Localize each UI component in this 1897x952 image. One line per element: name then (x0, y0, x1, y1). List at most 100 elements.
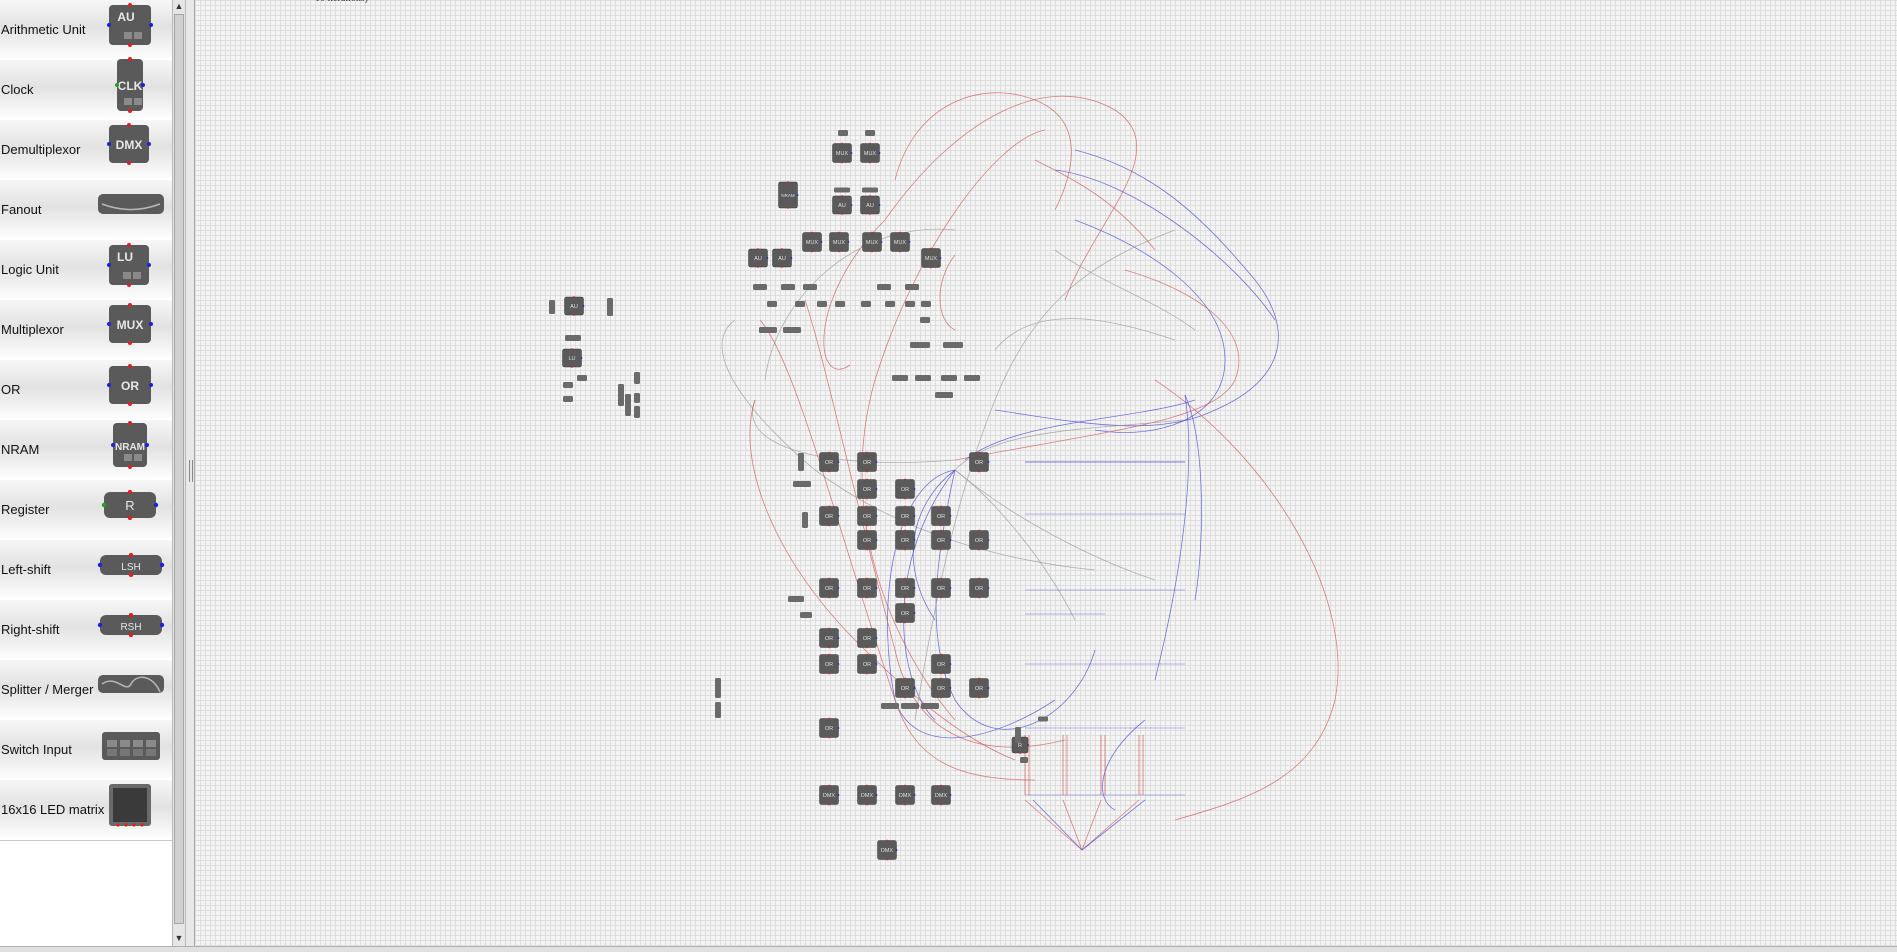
small-component[interactable] (892, 375, 908, 381)
component-or[interactable]: OR (857, 653, 878, 675)
small-component[interactable] (781, 284, 795, 290)
small-component[interactable] (767, 301, 777, 307)
small-component[interactable] (753, 284, 767, 290)
component-mux[interactable]: MUX (829, 231, 850, 253)
small-component[interactable] (881, 703, 899, 709)
palette-item-led[interactable]: 16x16 LED matrix (0, 780, 172, 841)
component-or[interactable]: OR (895, 577, 916, 599)
component-au[interactable]: AU (564, 296, 585, 316)
component-or[interactable]: OR (895, 505, 916, 527)
palette-item-lu[interactable]: Logic Unit LU (0, 240, 172, 301)
palette-item-clk[interactable]: Clock CLK (0, 57, 172, 121)
component-or[interactable]: OR (819, 627, 840, 649)
palette-item-nram[interactable]: NRAM NRAM (0, 420, 172, 481)
small-component[interactable] (905, 284, 919, 290)
component-or[interactable]: OR (857, 451, 878, 473)
small-component[interactable] (715, 702, 721, 718)
small-component[interactable] (802, 512, 808, 528)
palette-item-dmx[interactable]: Demultiplexor DMX (0, 120, 172, 181)
small-component[interactable] (759, 327, 777, 333)
small-component[interactable] (834, 187, 850, 193)
component-or[interactable]: OR (969, 451, 990, 473)
small-component[interactable] (788, 596, 804, 602)
small-component[interactable] (634, 406, 640, 418)
component-dmx[interactable]: DMX (877, 839, 898, 861)
palette-item-au[interactable]: Arithmetic Unit AU (0, 0, 172, 61)
circuit-canvas[interactable]: 10 iterations)" MUXMUXNRAMAUAUAUAUMUXMUX… (195, 0, 1897, 952)
small-component[interactable] (921, 703, 939, 709)
circuit-diagram[interactable]: MUX MUX NRAM AU AU AU AU MUX MUX MUX MUX MUX OR OR OR O… (195, 0, 1897, 946)
small-component[interactable] (1015, 727, 1021, 743)
small-component[interactable] (563, 382, 573, 388)
small-component[interactable] (625, 394, 631, 416)
component-or[interactable]: OR (895, 478, 916, 500)
component-or[interactable]: OR (931, 577, 952, 599)
small-component[interactable] (715, 678, 721, 698)
small-component[interactable] (1020, 757, 1028, 763)
component-or[interactable]: OR (857, 505, 878, 527)
component-or[interactable]: OR (857, 577, 878, 599)
components[interactable]: MUX MUX NRAM AU AU AU AU MUX MUX MUX MUX MUX OR OR OR O… (549, 130, 1048, 861)
component-mux[interactable]: MUX (890, 231, 911, 253)
component-or[interactable]: OR (931, 529, 952, 551)
scroll-thumb[interactable] (174, 14, 184, 924)
small-component[interactable] (618, 384, 624, 406)
component-or[interactable]: OR (857, 529, 878, 551)
scroll-down-arrow[interactable]: ▼ (174, 933, 184, 943)
small-component[interactable] (634, 372, 640, 384)
component-mux[interactable]: MUX (860, 142, 881, 164)
small-component[interactable] (964, 375, 980, 381)
component-dmx[interactable]: DMX (857, 784, 878, 806)
small-component[interactable] (798, 453, 804, 471)
component-or[interactable]: OR (931, 653, 952, 675)
palette-item-reg[interactable]: Register R (0, 480, 172, 541)
palette-scrollbar[interactable]: ▲ ▼ (172, 0, 186, 952)
small-component[interactable] (905, 301, 915, 307)
palette-item-lsh[interactable]: Left-shift LSH (0, 540, 172, 601)
small-component[interactable] (915, 375, 931, 381)
small-component[interactable] (577, 375, 587, 381)
small-component[interactable] (793, 481, 811, 487)
component-au[interactable]: AU (860, 195, 881, 215)
splitter-grip[interactable] (189, 460, 193, 482)
small-component[interactable] (838, 130, 848, 136)
small-component[interactable] (885, 301, 895, 307)
component-dmx[interactable]: DMX (895, 784, 916, 806)
small-component[interactable] (910, 342, 930, 348)
component-or[interactable]: OR (895, 602, 916, 624)
small-component[interactable] (920, 317, 930, 323)
component-au[interactable]: AU (772, 248, 793, 268)
palette-item-rsh[interactable]: Right-shift RSH (0, 600, 172, 661)
palette-item-mux[interactable]: Multiplexor MUX (0, 300, 172, 361)
component-or[interactable]: OR (895, 529, 916, 551)
component-or[interactable]: OR (819, 717, 840, 739)
small-component[interactable] (1038, 716, 1048, 722)
component-or[interactable]: OR (931, 505, 952, 527)
component-or[interactable]: OR (857, 478, 878, 500)
component-or[interactable]: OR (969, 577, 990, 599)
component-nram[interactable]: NRAM (778, 181, 799, 209)
component-or[interactable]: OR (819, 653, 840, 675)
component-or[interactable]: OR (857, 627, 878, 649)
component-dmx[interactable]: DMX (931, 784, 952, 806)
palette-item-split[interactable]: Splitter / Merger (0, 660, 172, 721)
small-component[interactable] (795, 301, 805, 307)
palette-item-or[interactable]: OR OR (0, 360, 172, 421)
small-component[interactable] (921, 301, 931, 307)
scroll-up-arrow[interactable]: ▲ (174, 1, 184, 11)
small-component[interactable] (877, 284, 891, 290)
small-component[interactable] (901, 703, 919, 709)
component-mux[interactable]: MUX (802, 231, 823, 253)
component-au[interactable]: AU (832, 195, 853, 215)
palette-item-switch[interactable]: Switch Input (0, 720, 172, 781)
component-lu[interactable]: LU (562, 348, 583, 368)
component-mux[interactable]: MUX (862, 231, 883, 253)
small-component[interactable] (935, 392, 953, 398)
component-au[interactable]: AU (748, 248, 769, 268)
small-component[interactable] (817, 301, 827, 307)
component-dmx[interactable]: DMX (819, 784, 840, 806)
small-component[interactable] (549, 300, 555, 314)
component-or[interactable]: OR (819, 451, 840, 473)
bottom-scrollbar[interactable] (0, 946, 1897, 952)
component-or[interactable]: OR (895, 677, 916, 699)
